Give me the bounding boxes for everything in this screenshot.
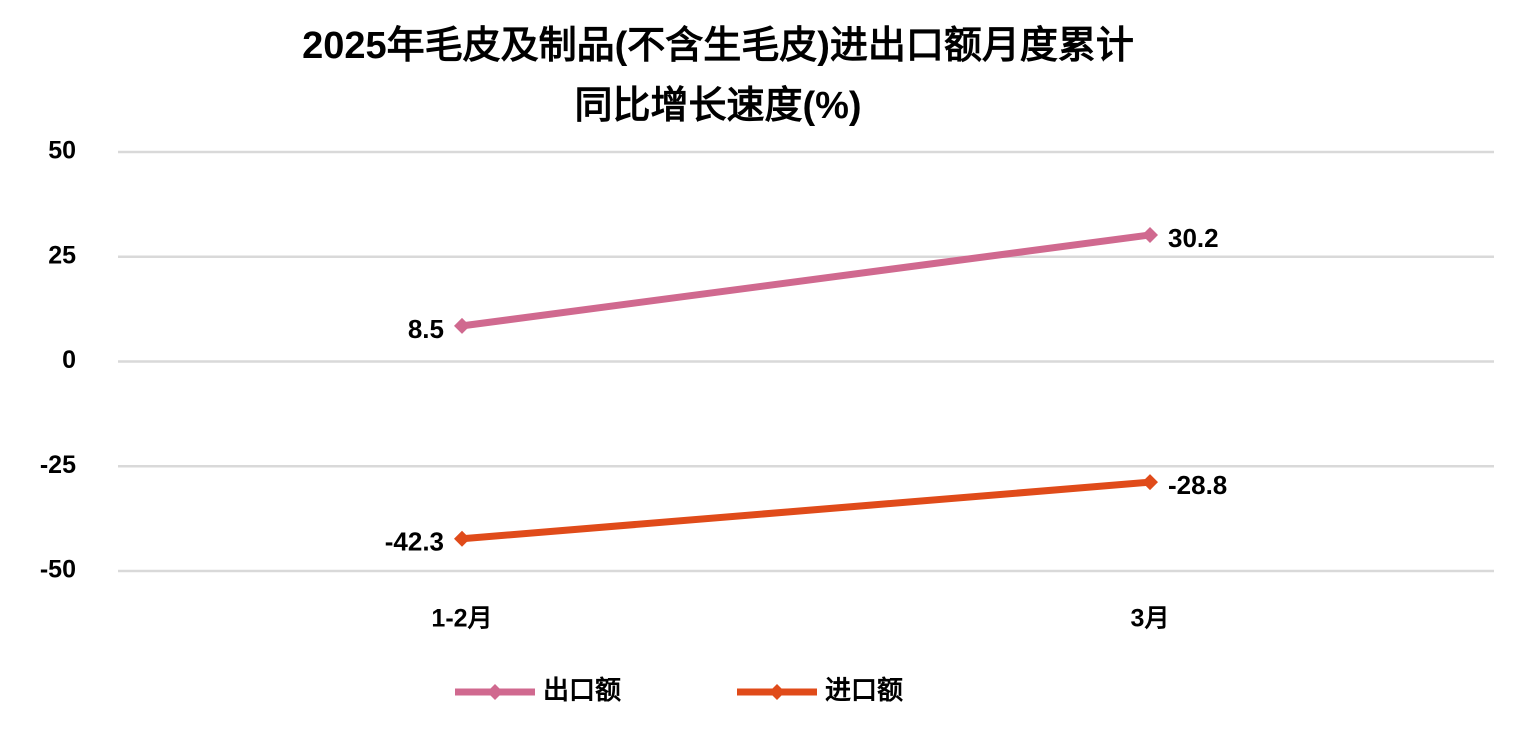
- legend-label: 进口额: [825, 675, 903, 705]
- x-tick-label: 1-2月: [431, 605, 492, 633]
- legend-label: 出口额: [543, 675, 621, 705]
- data-label: -28.8: [1168, 470, 1227, 500]
- y-tick-label: 25: [48, 241, 76, 269]
- x-tick-label: 3月: [1131, 605, 1170, 633]
- data-label: -42.3: [385, 527, 444, 557]
- legend-marker: [487, 684, 503, 700]
- data-label: 30.2: [1168, 223, 1219, 253]
- chart-title: 同比增长速度(%): [574, 85, 861, 127]
- data-label: 8.5: [408, 314, 444, 344]
- chart-title: 2025年毛皮及制品(不含生毛皮)进出口额月度累计: [302, 25, 1134, 67]
- series-line: [458, 231, 1154, 330]
- legend-marker: [769, 684, 785, 700]
- y-tick-label: -25: [40, 451, 76, 479]
- y-tick-label: 50: [48, 137, 76, 165]
- point-marker: [454, 317, 470, 334]
- y-tick-label: 0: [62, 346, 76, 374]
- point-marker: [454, 530, 470, 547]
- series-line: [458, 478, 1154, 543]
- y-tick-label: -50: [40, 556, 76, 584]
- point-marker: [1142, 226, 1158, 243]
- point-marker: [1142, 474, 1158, 491]
